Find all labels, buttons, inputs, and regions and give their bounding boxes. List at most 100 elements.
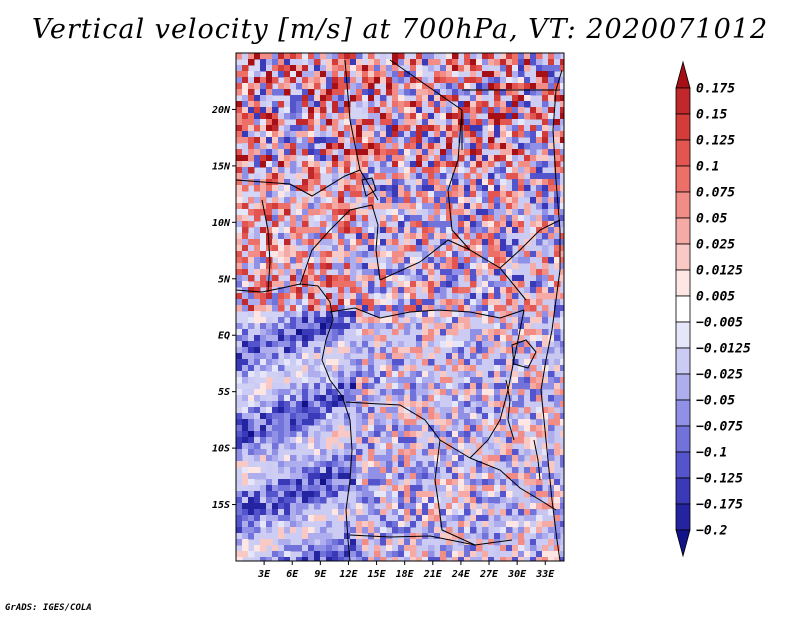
field-cell xyxy=(428,383,435,390)
field-cell xyxy=(302,53,309,60)
field-cell xyxy=(542,383,549,390)
field-cell xyxy=(350,155,357,162)
field-cell xyxy=(530,113,537,120)
field-cell xyxy=(494,521,501,528)
field-cell xyxy=(524,323,531,330)
field-cell xyxy=(380,59,387,66)
field-cell xyxy=(482,281,489,288)
field-cell xyxy=(248,119,255,126)
field-cell xyxy=(278,515,285,522)
field-cell xyxy=(266,281,273,288)
field-cell xyxy=(458,215,465,222)
field-cell xyxy=(488,71,495,78)
field-cell xyxy=(494,341,501,348)
colorbar-label: −0.05 xyxy=(696,394,735,409)
field-cell xyxy=(500,179,507,186)
field-cell xyxy=(326,305,333,312)
field-cell xyxy=(512,503,519,510)
field-cell xyxy=(542,347,549,354)
borders xyxy=(236,59,563,561)
field-cell xyxy=(446,539,453,546)
field-cell xyxy=(542,455,549,462)
field-cell xyxy=(254,449,261,456)
field-cell xyxy=(338,323,345,330)
field-cell xyxy=(356,461,363,468)
field-cell xyxy=(530,335,537,342)
field-cell xyxy=(446,455,453,462)
field-cell xyxy=(242,509,249,516)
field-cell xyxy=(320,251,327,258)
field-cell xyxy=(254,197,261,204)
field-cell xyxy=(356,323,363,330)
field-cell xyxy=(410,497,417,504)
field-cell xyxy=(404,335,411,342)
field-cell xyxy=(506,557,513,561)
field-cell xyxy=(500,317,507,324)
field-cell xyxy=(296,263,303,270)
field-cell xyxy=(290,137,297,144)
field-cell xyxy=(512,545,519,552)
field-cell xyxy=(332,281,339,288)
field-cell xyxy=(392,89,399,96)
field-cell xyxy=(278,149,285,156)
field-cell xyxy=(278,455,285,462)
field-cell xyxy=(452,431,459,438)
field-cell xyxy=(482,299,489,306)
field-cell xyxy=(464,473,471,480)
field-cell xyxy=(494,299,501,306)
field-cell xyxy=(272,167,279,174)
field-cell xyxy=(362,521,369,528)
field-cell xyxy=(326,299,333,306)
field-cell xyxy=(500,323,507,330)
field-cell xyxy=(290,155,297,162)
colorbar-swatch xyxy=(675,139,691,167)
field-cell xyxy=(320,191,327,198)
field-cell xyxy=(476,179,483,186)
field-cell xyxy=(266,131,273,138)
field-cell xyxy=(314,347,321,354)
field-cell xyxy=(404,431,411,438)
field-cell xyxy=(272,53,279,60)
field-cell xyxy=(434,287,441,294)
field-cell xyxy=(488,407,495,414)
field-cell xyxy=(392,551,399,558)
field-cell xyxy=(236,263,243,270)
field-cell xyxy=(446,479,453,486)
field-cell xyxy=(548,473,555,480)
field-cell xyxy=(530,491,537,498)
field-cell xyxy=(272,305,279,312)
field-cell xyxy=(476,521,483,528)
field-cell xyxy=(428,59,435,66)
field-cell xyxy=(410,395,417,402)
field-cell xyxy=(536,293,543,300)
field-cell xyxy=(380,197,387,204)
field-cell xyxy=(422,167,429,174)
field-cell xyxy=(398,557,405,561)
field-cell xyxy=(386,371,393,378)
field-cell xyxy=(452,413,459,420)
field-cell xyxy=(536,83,543,90)
field-cell xyxy=(296,557,303,561)
field-cell xyxy=(284,491,291,498)
field-cell xyxy=(326,545,333,552)
field-cell xyxy=(548,83,555,90)
field-cell xyxy=(368,449,375,456)
field-cell xyxy=(302,431,309,438)
field-cell xyxy=(362,455,369,462)
field-cell xyxy=(422,143,429,150)
field-cell xyxy=(536,137,543,144)
field-cell xyxy=(500,131,507,138)
field-cell xyxy=(440,449,447,456)
field-cell xyxy=(302,479,309,486)
field-cell xyxy=(512,419,519,426)
field-cell xyxy=(404,77,411,84)
field-cell xyxy=(518,149,525,156)
field-cell xyxy=(464,227,471,234)
field-cell xyxy=(458,413,465,420)
field-cell xyxy=(356,329,363,336)
field-cell xyxy=(548,59,555,66)
field-cell xyxy=(554,527,561,534)
field-cell xyxy=(254,431,261,438)
field-cell xyxy=(398,131,405,138)
field-cell xyxy=(374,305,381,312)
